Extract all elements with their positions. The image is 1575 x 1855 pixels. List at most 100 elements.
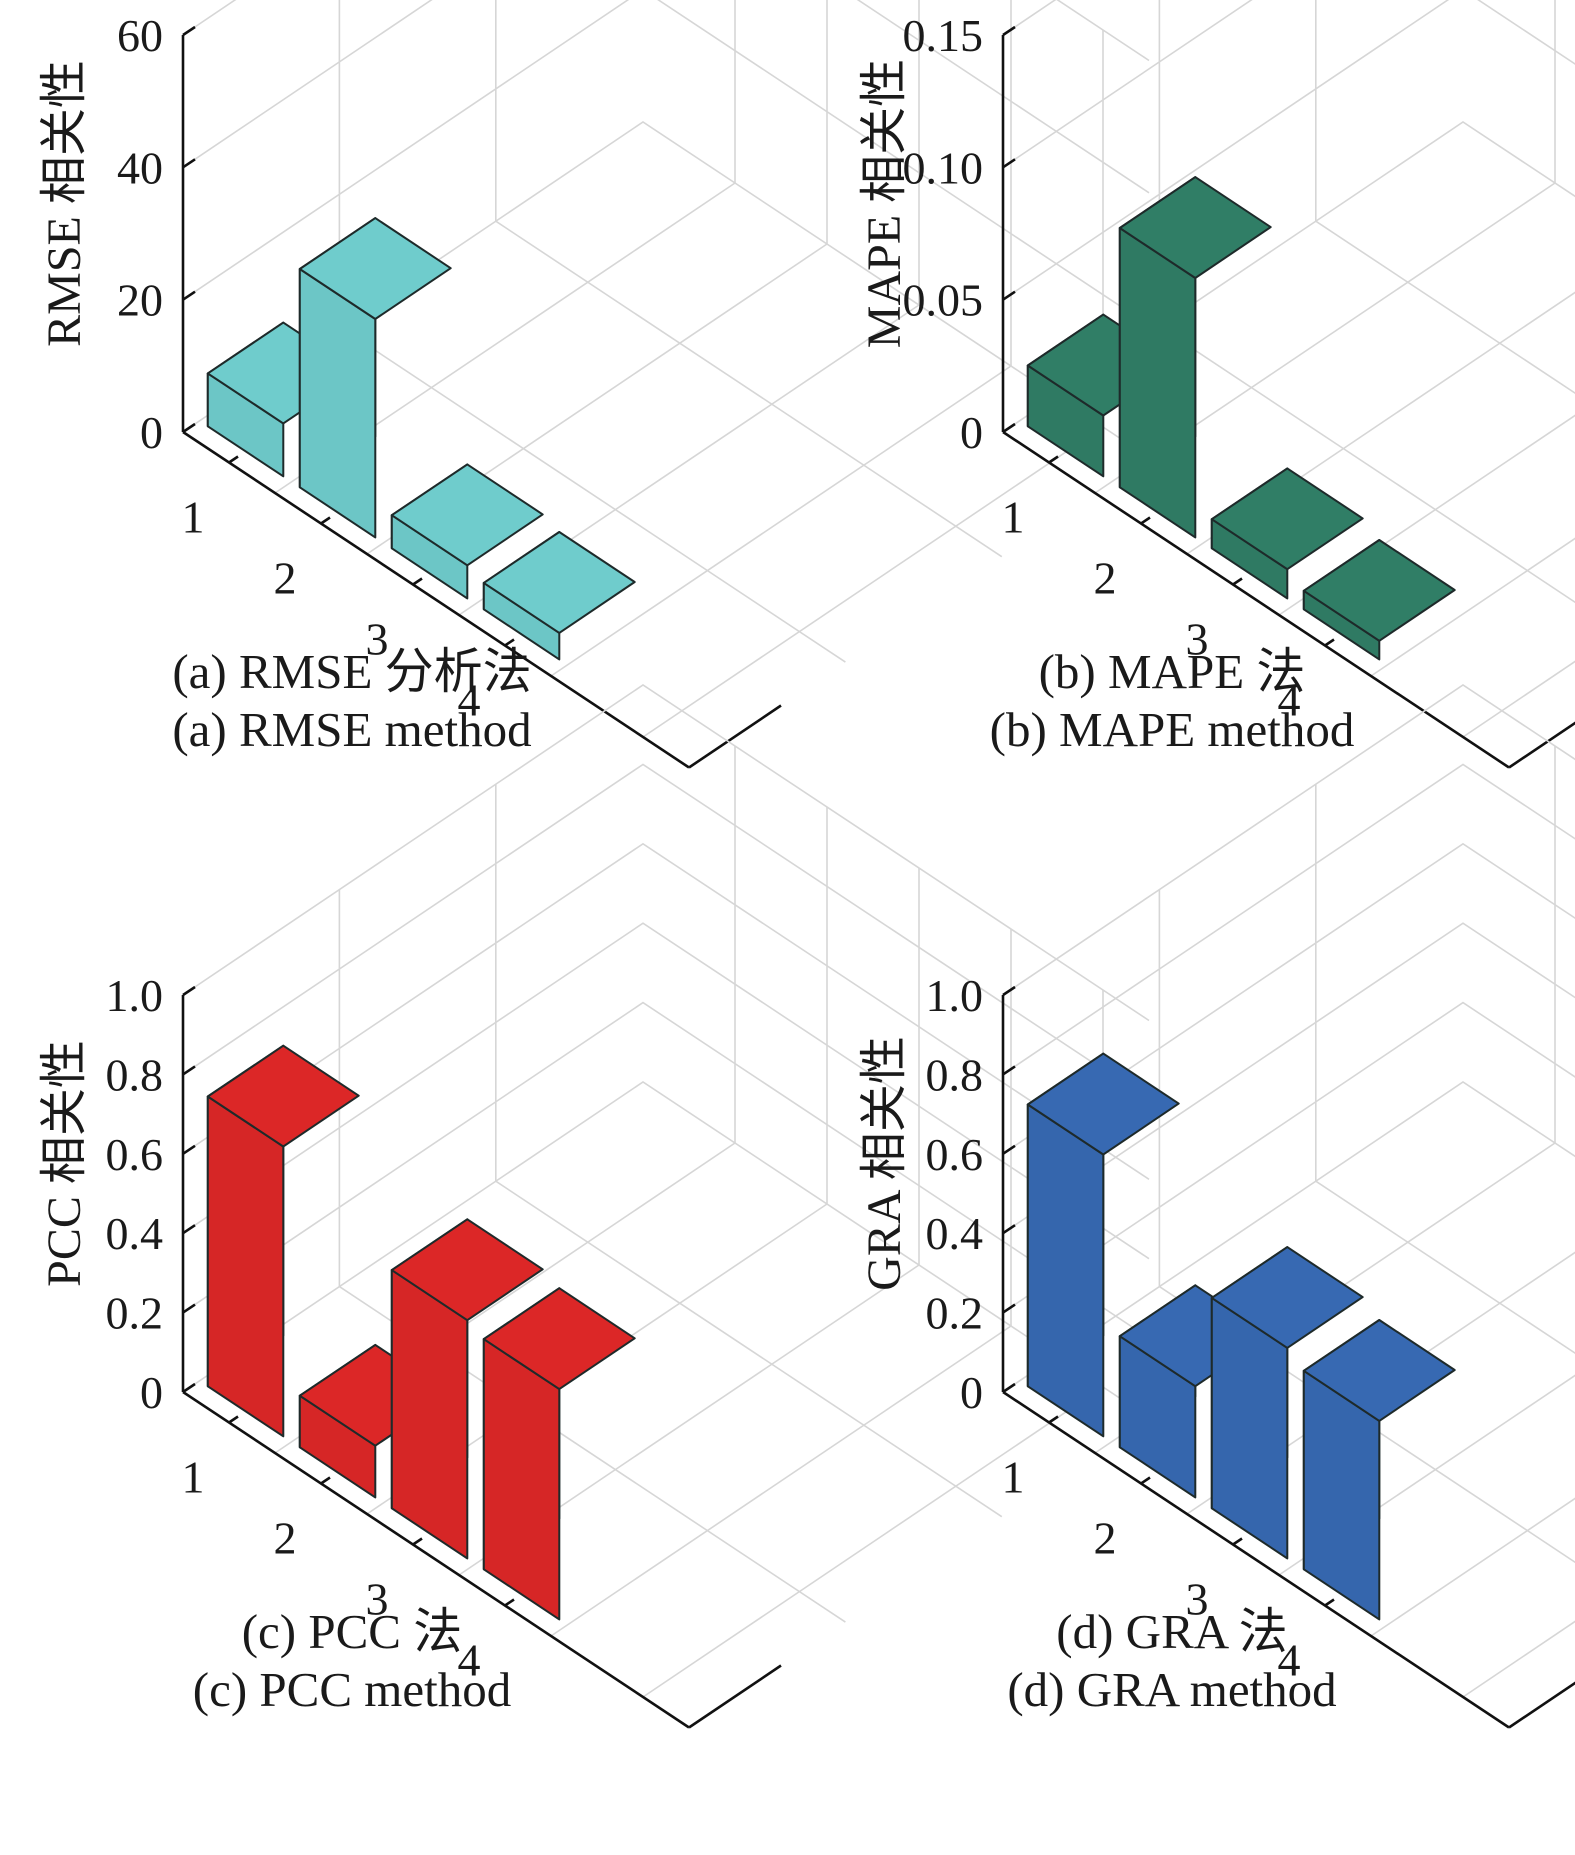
gridline-floor [338, 325, 846, 663]
y-tick-mark [182, 1382, 196, 1394]
y-tick-label: 0 [960, 1367, 983, 1418]
bars [1026, 176, 1456, 661]
gridline-y [182, 0, 1150, 326]
bar-1 [206, 1044, 360, 1438]
bar-face-top [1302, 1319, 1456, 1422]
x-tick-label: 1 [1002, 492, 1025, 543]
y-tick-label: 0 [140, 407, 163, 458]
bar-3 [1210, 467, 1364, 600]
gridline-floor [1158, 325, 1575, 604]
bar-3 [1210, 1246, 1364, 1560]
y-tick-label: 0.6 [106, 1129, 164, 1180]
gridline-floor [1315, 1180, 1575, 1355]
x-tick-label: 3 [1186, 1574, 1209, 1625]
y-tick-label: 60 [117, 10, 163, 61]
bar-face-top [482, 531, 636, 634]
x-axis-end [1508, 721, 1575, 769]
y-tick-mark [1002, 985, 1016, 997]
y-tick-mark [1002, 1382, 1016, 1394]
y-tick-mark [182, 290, 196, 301]
gridline-floor [642, 426, 1104, 738]
x-tick-label: 2 [274, 553, 297, 604]
y-tick-mark [1002, 1224, 1016, 1235]
y-tick-label: 20 [117, 275, 163, 326]
y-tick-mark [182, 158, 196, 169]
gridline-floor [642, 1386, 1104, 1698]
y-axis-label: RMSE 相关性 [38, 60, 91, 347]
y-tick-mark [1002, 25, 1016, 37]
y-tick-label: 0.8 [926, 1049, 984, 1100]
caption-en: (b) MAPE method [990, 702, 1355, 757]
x-tick-label: 4 [1278, 1635, 1301, 1686]
x-tick-mark [1140, 1476, 1151, 1485]
gridline-y [1002, 842, 1575, 1155]
y-tick-mark [182, 1224, 196, 1235]
y-tick-label: 0.4 [926, 1208, 984, 1259]
gridline-floor [1315, 220, 1575, 395]
y-tick-mark [182, 1303, 196, 1314]
x-tick-label: 2 [1094, 1513, 1117, 1564]
x-tick-label: 1 [1002, 1452, 1025, 1503]
caption-en: (c) PCC method [193, 1662, 511, 1717]
bar-face-top [1210, 467, 1364, 571]
x-axis-end [1508, 1681, 1575, 1729]
y-tick-mark [182, 25, 196, 37]
x-tick-label: 1 [182, 1452, 205, 1503]
x-tick-mark [1324, 1598, 1335, 1607]
gridline-y [182, 1081, 1150, 1419]
bars [1026, 1052, 1456, 1621]
y-tick-mark [1002, 1303, 1016, 1314]
gridline-floor [1370, 537, 1575, 677]
bar-face-front [1026, 1103, 1105, 1438]
x-tick-label: 1 [182, 492, 205, 543]
gridline-floor [1462, 660, 1575, 738]
gridline-y [1002, 0, 1575, 301]
x-tick-label: 3 [366, 614, 389, 665]
caption-cn: (a) RMSE 分析法 [172, 644, 531, 699]
x-axis-end [688, 1664, 782, 1729]
y-tick-mark [1002, 422, 1016, 434]
gridline-y [1002, 922, 1575, 1234]
bar-3 [390, 1218, 544, 1560]
y-tick-mark [1002, 1065, 1016, 1076]
caption-en: (a) RMSE method [172, 702, 531, 757]
y-tick-label: 0.8 [106, 1049, 164, 1100]
bars [206, 217, 636, 661]
chart-panel-pcc: 0 0.2 0.4 0.6 0.8 1.0 1 2 3 4 PCC 相关性 (c) PCC 法(c) … [38, 684, 1150, 1729]
caption-en: (d) GRA method [1007, 1662, 1336, 1717]
gridline-floor [1370, 1497, 1575, 1637]
gridline-floor [550, 365, 1012, 677]
bar-face-top [482, 1287, 636, 1391]
y-tick-label: 0.6 [926, 1129, 984, 1180]
bar-3 [390, 463, 544, 600]
y-axis-label: GRA 相关性 [858, 1036, 911, 1291]
gridline-y [1002, 684, 1575, 996]
bar-4 [1302, 539, 1456, 661]
y-axis-label: PCC 相关性 [38, 1040, 91, 1287]
bar-2 [298, 217, 452, 539]
y-tick-mark [182, 1144, 196, 1155]
gridline-floor [1462, 1620, 1575, 1698]
x-tick-label: 3 [366, 1574, 389, 1625]
x-tick-label: 2 [1094, 553, 1117, 604]
y-tick-mark [182, 422, 196, 434]
chart-panel-gra: 0 0.2 0.4 0.6 0.8 1.0 1 2 3 4 GRA 相关性 (d) GRA 法(d) … [858, 684, 1575, 1729]
y-tick-label: 1.0 [926, 970, 984, 1021]
x-tick-mark [1232, 1537, 1243, 1546]
x-tick-label: 3 [1186, 614, 1209, 665]
x-tick-mark [412, 577, 423, 586]
axes [181, 985, 782, 1729]
bar-1 [1026, 1052, 1180, 1438]
y-tick-label: 40 [117, 142, 163, 193]
x-tick-mark [412, 1537, 423, 1546]
bar-face-top [1210, 1246, 1364, 1349]
x-tick-mark [320, 1476, 331, 1485]
chart-panel-mape: 0 0.05 0.10 0.15 1 2 3 4 MAPE 相关性 (b) MAPE 法(b) M… [858, 0, 1575, 769]
x-tick-mark [504, 638, 515, 647]
y-tick-mark [1002, 158, 1016, 169]
bar-face-top [206, 1044, 360, 1148]
gridline-y [182, 0, 1150, 194]
bar-face-top [1118, 176, 1272, 279]
y-tick-label: 0.10 [903, 142, 984, 193]
